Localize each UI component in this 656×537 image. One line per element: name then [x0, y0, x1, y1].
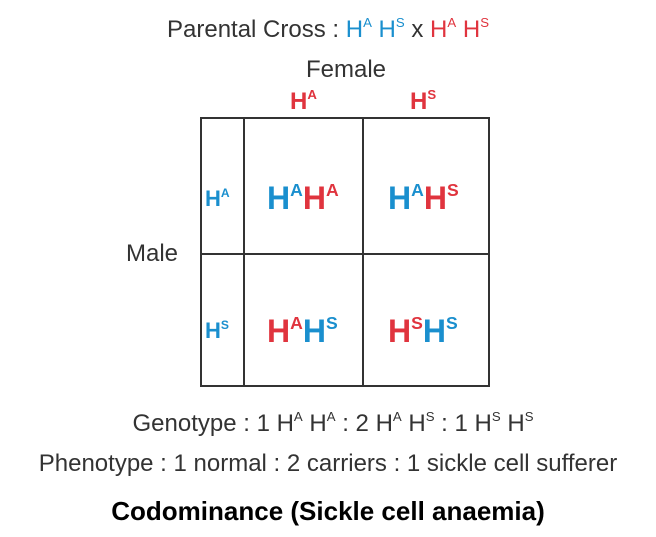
cell-maternal-allele: HS: [423, 179, 459, 216]
phenotype-ratio-line: Phenotype : 1 normal : 2 carriers : 1 si…: [38, 450, 618, 477]
cell-paternal-allele: HS: [302, 312, 338, 349]
genotype-allele: HA: [309, 409, 336, 437]
genotype-ratio-line: Genotype : 1 HA HA : 2 HA HS : 1 HS HS: [0, 410, 656, 438]
cell-maternal-allele: HS: [388, 312, 423, 349]
genotype-separator: : 1: [434, 410, 475, 437]
genotype-allele: HS: [408, 409, 435, 437]
punnett-square-grid: [200, 117, 490, 387]
figure-caption: Codominance (Sickle cell anaemia): [111, 496, 545, 526]
male-label: Male: [126, 240, 179, 267]
row-header-allele-1: HA: [205, 185, 230, 211]
cell-maternal-allele: HA: [302, 179, 339, 216]
cross-times-sign: x: [404, 16, 431, 43]
column-header-allele-1: HA: [290, 87, 317, 115]
cross-maternal-allele-2: HS: [462, 15, 489, 43]
cross-prefix: Parental Cross :: [167, 16, 346, 43]
cross-paternal-allele-1: HA: [345, 15, 372, 43]
parental-cross-line: Parental Cross : HA HS x HA HS: [0, 16, 656, 44]
offspring-cell-r2c2: HSHS: [388, 313, 458, 350]
genotype-prefix: Genotype : 1: [132, 410, 277, 437]
cross-maternal-allele-1: HA: [430, 15, 457, 43]
grid-divider-horizontal: [202, 253, 488, 255]
offspring-cell-r1c2: HAHS: [388, 180, 459, 217]
grid-divider-vertical: [362, 119, 364, 385]
offspring-cell-r1c1: HAHA: [267, 180, 339, 217]
offspring-cell-r2c1: HAHS: [267, 313, 338, 350]
row-header-allele-2: HS: [205, 317, 229, 343]
cell-paternal-allele: HA: [267, 179, 303, 216]
cross-paternal-allele-2: HS: [378, 15, 405, 43]
genotype-separator: : 2: [335, 410, 376, 437]
genotype-allele: HS: [474, 409, 501, 437]
genotype-allele: HA: [276, 409, 303, 437]
grid-divider-vertical: [243, 119, 245, 385]
genotype-allele: HA: [375, 409, 402, 437]
cell-paternal-allele: HA: [388, 179, 424, 216]
cell-paternal-allele: HS: [422, 312, 458, 349]
cell-maternal-allele: HA: [267, 312, 303, 349]
female-label: Female: [305, 56, 387, 83]
genotype-allele: HS: [507, 409, 534, 437]
column-header-allele-2: HS: [410, 87, 437, 115]
